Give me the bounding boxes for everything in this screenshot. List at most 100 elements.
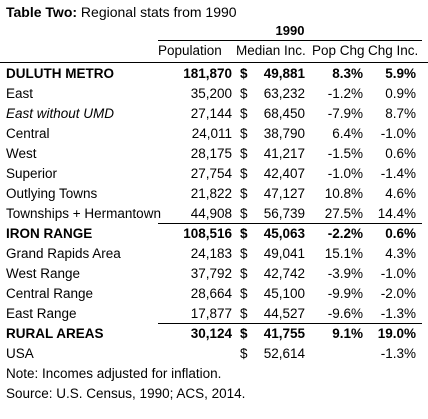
median-income-cell: 63,232 — [263, 86, 305, 101]
table-row: USA $ 52,614 -1.3% — [0, 344, 428, 364]
row-label: Central Range — [6, 286, 94, 301]
table-row: Central 24,011 $ 38,790 6.4% -1.0% — [0, 124, 428, 144]
pop-change-cell: 6.4% — [332, 126, 363, 141]
pop-change-cell: -2.2% — [327, 226, 363, 241]
table-row: IRON RANGE 108,516 $ 45,063 -2.2% 0.6% — [0, 224, 428, 244]
income-change-cell: -1.3% — [380, 346, 416, 361]
dollar-sign: $ — [240, 126, 248, 141]
pop-change-cell: -9.9% — [327, 286, 363, 301]
median-income-cell: 45,100 — [263, 286, 305, 301]
row-label: West Range — [6, 266, 81, 281]
row-label: Central — [6, 126, 50, 141]
pop-change-cell: -9.6% — [327, 306, 363, 321]
row-label: RURAL AREAS — [6, 326, 104, 341]
population-cell: 30,124 — [190, 326, 232, 341]
median-income-cell: 42,407 — [263, 166, 305, 181]
income-change-cell: -1.0% — [380, 126, 416, 141]
dollar-sign: $ — [240, 86, 248, 101]
pop-change-cell: 9.1% — [332, 326, 363, 341]
pop-change-cell: -1.2% — [327, 86, 363, 101]
pop-change-cell: 10.8% — [324, 186, 363, 201]
median-income-cell: 49,881 — [263, 66, 305, 81]
pop-change-cell: -1.0% — [327, 166, 363, 181]
table-title-text: Regional stats from 1990 — [77, 4, 237, 20]
pop-change-cell: -1.5% — [327, 146, 363, 161]
year-underline — [158, 40, 422, 41]
income-change-cell: -1.4% — [380, 166, 416, 181]
table-row: RURAL AREAS 30,124 $ 41,755 9.1% 19.0% — [0, 324, 428, 344]
col-header-income-change: Chg Inc. — [368, 43, 419, 58]
income-change-cell: 5.9% — [385, 66, 416, 81]
median-income-cell: 45,063 — [263, 226, 305, 241]
population-cell: 21,822 — [190, 186, 232, 201]
income-change-cell: 0.6% — [385, 226, 416, 241]
income-change-cell: 8.7% — [385, 106, 416, 121]
median-income-cell: 68,450 — [263, 106, 305, 121]
income-change-cell: 19.0% — [377, 326, 416, 341]
section-rule — [158, 223, 422, 224]
section-rule — [158, 323, 422, 324]
row-label: USA — [6, 346, 34, 361]
table-row: Central Range 28,664 $ 45,100 -9.9% -2.0… — [0, 284, 428, 304]
income-change-cell: 14.4% — [377, 206, 416, 221]
population-cell: 108,516 — [183, 226, 232, 241]
table-row: West Range 37,792 $ 42,742 -3.9% -1.0% — [0, 264, 428, 284]
dollar-sign: $ — [240, 166, 248, 181]
income-change-cell: -2.0% — [380, 286, 416, 301]
population-cell: 44,908 — [190, 206, 232, 221]
col-header-population: Population — [158, 43, 222, 58]
table-row: Townships + Hermantown 44,908 $ 56,739 2… — [0, 204, 428, 224]
median-income-cell: 41,755 — [263, 326, 305, 341]
dollar-sign: $ — [240, 226, 248, 241]
dollar-sign: $ — [240, 246, 248, 261]
median-income-cell: 44,527 — [263, 306, 305, 321]
header-rule — [0, 62, 428, 63]
population-cell: 27,754 — [190, 166, 232, 181]
income-change-cell: 4.6% — [385, 186, 416, 201]
pop-change-cell: -7.9% — [327, 106, 363, 121]
income-change-cell: 0.9% — [385, 86, 416, 101]
dollar-sign: $ — [240, 106, 248, 121]
pop-change-cell: 27.5% — [324, 206, 363, 221]
dollar-sign: $ — [240, 306, 248, 321]
pop-change-cell: -3.9% — [327, 266, 363, 281]
row-label: Grand Rapids Area — [6, 246, 121, 261]
row-label: East Range — [6, 306, 77, 321]
row-label: Superior — [6, 166, 58, 181]
year-header: 1990 — [275, 23, 305, 38]
median-income-cell: 41,217 — [263, 146, 305, 161]
table-row: DULUTH METRO 181,870 $ 49,881 8.3% 5.9% — [0, 64, 428, 84]
median-income-cell: 52,614 — [263, 346, 305, 361]
median-income-cell: 47,127 — [263, 186, 305, 201]
dollar-sign: $ — [240, 186, 248, 201]
row-label: IRON RANGE — [6, 226, 93, 241]
table-title: Table Two: Regional stats from 1990 — [6, 4, 237, 20]
population-cell: 37,792 — [190, 266, 232, 281]
population-cell: 24,011 — [191, 126, 232, 141]
median-income-cell: 38,790 — [263, 126, 305, 141]
population-cell: 17,877 — [190, 306, 232, 321]
table-row: East 35,200 $ 63,232 -1.2% 0.9% — [0, 84, 428, 104]
dollar-sign: $ — [240, 206, 248, 221]
table-title-prefix: Table Two: — [6, 4, 78, 20]
note-text: Note: Incomes adjusted for inflation. — [6, 366, 222, 381]
row-label: East without UMD — [6, 106, 115, 121]
dollar-sign: $ — [240, 286, 248, 301]
population-cell: 181,870 — [183, 66, 232, 81]
source-text: Source: U.S. Census, 1990; ACS, 2014. — [6, 386, 246, 401]
row-label: Outlying Towns — [6, 186, 98, 201]
pop-change-cell: 8.3% — [332, 66, 363, 81]
pop-change-cell: 15.1% — [324, 246, 363, 261]
median-income-cell: 42,742 — [263, 266, 305, 281]
dollar-sign: $ — [240, 66, 248, 81]
dollar-sign: $ — [240, 346, 248, 361]
income-change-cell: -1.3% — [380, 306, 416, 321]
population-cell: 28,175 — [190, 146, 232, 161]
col-header-median-income: Median Inc. — [236, 43, 306, 58]
dollar-sign: $ — [240, 326, 248, 341]
median-income-cell: 49,041 — [263, 246, 305, 261]
dollar-sign: $ — [240, 146, 248, 161]
row-label: DULUTH METRO — [6, 66, 114, 81]
income-change-cell: 0.6% — [385, 146, 416, 161]
table-row: Grand Rapids Area 24,183 $ 49,041 15.1% … — [0, 244, 428, 264]
